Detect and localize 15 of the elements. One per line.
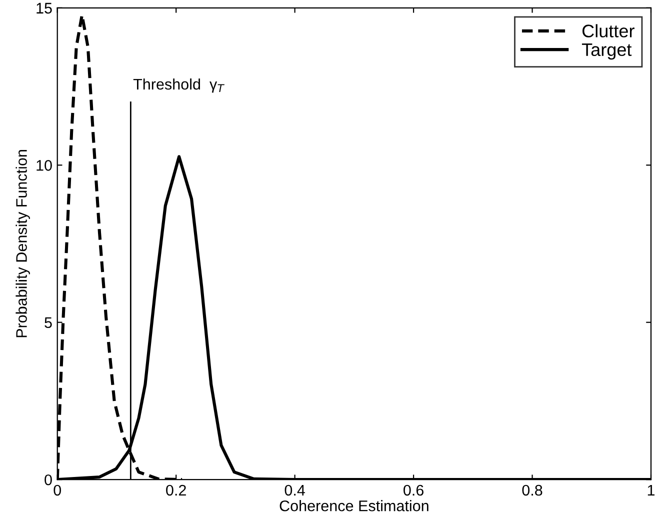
y-tick-label: 15 xyxy=(36,2,52,14)
x-tick-label: 0.2 xyxy=(166,484,186,496)
y-tick-label: 0 xyxy=(44,474,52,486)
legend-label: Clutter xyxy=(582,24,634,38)
x-tick-label: 0.8 xyxy=(522,484,542,496)
x-tick-label: 0 xyxy=(54,484,62,496)
x-axis-title: Coherence Estimation xyxy=(280,500,428,512)
y-tick-label: 5 xyxy=(44,317,52,328)
x-tick-label: 0.4 xyxy=(284,484,305,496)
x-tick-label: 0.6 xyxy=(404,484,424,496)
x-tick-label: 1 xyxy=(648,484,654,496)
y-tick-label: 10 xyxy=(36,160,52,171)
ref-line-label: Threshold γ$_{T}$ xyxy=(133,78,224,93)
legend-label: Target xyxy=(582,43,632,60)
y-axis-title: Probability Density Function xyxy=(16,150,30,338)
